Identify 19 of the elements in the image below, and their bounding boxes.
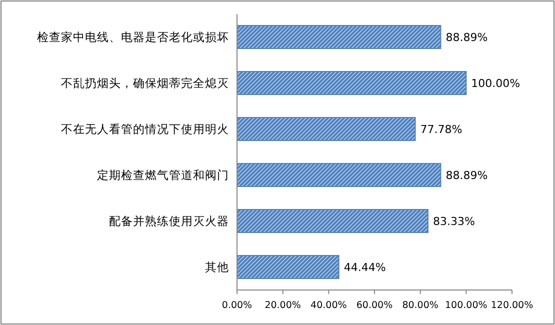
x-tick-label: 80.00% xyxy=(402,300,438,311)
data-label: 83.33% xyxy=(432,215,475,228)
x-tick-label: 60.00% xyxy=(356,300,393,311)
y-tick-label: 不在无人看管的情况下使用明火 xyxy=(61,122,229,136)
data-label: 100.00% xyxy=(471,77,520,90)
y-tick-label: 其他 xyxy=(205,260,229,274)
y-tick-label: 检查家中电线、电器是否老化或损坏 xyxy=(37,30,229,44)
y-tick-label: 配备并熟练使用灭火器 xyxy=(109,214,229,228)
data-label: 88.89% xyxy=(446,169,488,182)
data-label: 44.44% xyxy=(344,261,386,274)
y-tick-label: 定期检查燃气管道和阀门 xyxy=(97,168,229,182)
y-tick-label: 不乱扔烟头，确保烟蒂完全熄灭 xyxy=(61,76,229,90)
data-label: 88.89% xyxy=(446,31,488,44)
x-tick-label: 40.00% xyxy=(310,300,347,311)
x-tick-label: 20.00% xyxy=(264,300,301,311)
x-tick-label: 100.00% xyxy=(445,300,488,311)
data-label: 77.78% xyxy=(420,123,462,136)
x-tick-label: 120.00% xyxy=(490,300,534,311)
x-tick-label: 0.00% xyxy=(222,300,252,311)
